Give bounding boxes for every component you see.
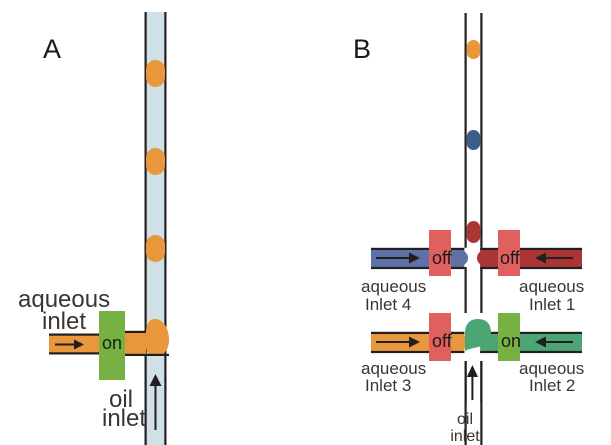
svg-text:inlet: inlet bbox=[42, 308, 86, 335]
svg-text:on: on bbox=[102, 333, 122, 353]
svg-text:off: off bbox=[432, 248, 453, 268]
svg-text:Inlet 3: Inlet 3 bbox=[365, 376, 411, 395]
svg-text:B: B bbox=[353, 34, 371, 64]
svg-text:aqueous: aqueous bbox=[519, 277, 584, 296]
svg-text:off: off bbox=[500, 248, 521, 268]
svg-text:aqueous: aqueous bbox=[361, 277, 426, 296]
svg-text:oil: oil bbox=[457, 411, 473, 428]
svg-text:A: A bbox=[43, 34, 61, 64]
svg-text:Inlet 2: Inlet 2 bbox=[529, 376, 575, 395]
svg-text:Inlet 1: Inlet 1 bbox=[529, 295, 575, 314]
svg-text:inlet: inlet bbox=[450, 428, 480, 445]
svg-text:off: off bbox=[432, 331, 453, 351]
svg-text:on: on bbox=[501, 331, 521, 351]
svg-text:Inlet 4: Inlet 4 bbox=[365, 295, 411, 314]
svg-text:inlet: inlet bbox=[102, 405, 146, 432]
